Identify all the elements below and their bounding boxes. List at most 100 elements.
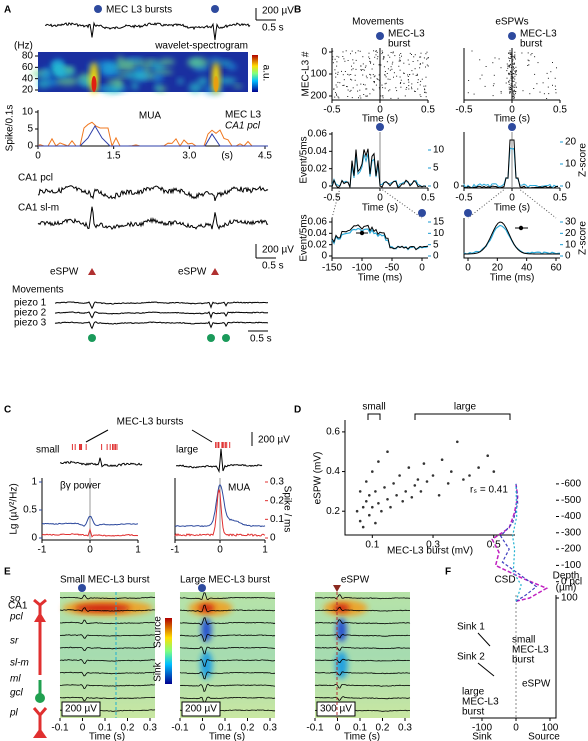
raster-tick (400, 60, 401, 62)
raster-tick (347, 60, 349, 61)
raster-tick (365, 75, 367, 77)
raster-tick (473, 93, 475, 95)
raster-tick (351, 50, 353, 52)
y-tick-label: 5 (433, 239, 439, 250)
raster-tick (376, 51, 378, 53)
raster-tick (334, 96, 336, 98)
scatter-point (450, 470, 453, 473)
label: 200 µV (262, 245, 294, 256)
label: burst (512, 655, 534, 666)
raster-tick (369, 93, 371, 95)
label: Sink 2 (457, 652, 485, 663)
marker (508, 123, 516, 131)
label: Time (ms) (490, 273, 535, 284)
raster-tick (407, 79, 409, 81)
raster-tick (411, 70, 413, 72)
raster-tick (363, 69, 365, 71)
y-tick-label: 80 (22, 51, 34, 62)
raster-tick (513, 77, 515, 79)
raster-tick (337, 96, 339, 98)
label: gcl (10, 688, 24, 699)
raster-tick (509, 79, 511, 81)
x-tick-label: -0.1 (306, 723, 324, 734)
trace (314, 683, 411, 689)
raster-tick (381, 95, 383, 97)
raster-tick (515, 91, 517, 93)
trace (179, 671, 276, 680)
raster-tick (350, 74, 352, 75)
trace (59, 594, 156, 600)
raster-tick (373, 82, 375, 84)
raster-tick (346, 86, 348, 87)
marker (508, 32, 516, 40)
raster-tick (352, 87, 354, 89)
raster-tick (509, 54, 511, 55)
trace (54, 311, 269, 320)
raster-tick (510, 71, 511, 73)
csd-blob (336, 618, 347, 642)
y-tick-label: 200 (310, 91, 327, 102)
raster-tick (360, 69, 362, 71)
raster-tick (507, 67, 509, 69)
y-tick-label: 0.04 (308, 146, 328, 157)
raster-tick (515, 74, 517, 76)
raster-tick (378, 87, 380, 89)
raster-tick (423, 85, 425, 87)
scatter-point (371, 470, 374, 473)
raster-tick (528, 60, 530, 62)
x-tick-label: -0.5 (323, 193, 341, 204)
raster-tick (417, 88, 419, 90)
raster-tick (390, 97, 392, 99)
raster-tick (359, 50, 361, 52)
scatter-point (468, 474, 471, 477)
raster-tick (374, 56, 376, 58)
x-tick-label: 0.3 (263, 723, 277, 734)
raster-tick (510, 54, 512, 56)
y-tick-label: 0 (565, 251, 571, 262)
raster-tick (408, 85, 410, 87)
raster-tick (509, 53, 511, 55)
colorbar (165, 618, 172, 684)
raster-tick (422, 62, 424, 64)
raster-tick (514, 73, 516, 75)
y-tick-label: 0.2 (326, 506, 340, 517)
raster-tick (510, 83, 512, 85)
scatter-point (392, 482, 395, 485)
x-tick-label: -0.5 (455, 105, 473, 116)
raster-tick (393, 76, 394, 78)
label: Large MEC-L3 burst (180, 575, 270, 586)
y-tick-label: 20 (565, 137, 577, 148)
arrow (477, 632, 491, 647)
label: sr (10, 636, 19, 647)
trace (174, 489, 266, 537)
spectrogram-blob (66, 66, 75, 74)
y-tick-label: 0 pcl (561, 576, 582, 587)
raster-tick (400, 86, 402, 88)
y-tick-label: 20 (565, 228, 577, 239)
raster-tick (370, 62, 371, 64)
raster-tick (419, 84, 421, 86)
label: MEC L3 (225, 110, 262, 121)
label: burst (388, 39, 410, 50)
raster-tick (408, 63, 410, 65)
raster-tick (408, 81, 410, 83)
raster-tick (424, 91, 426, 93)
histogram (463, 139, 559, 189)
x-tick-label: 0.3 (143, 723, 157, 734)
raster-tick (511, 80, 513, 82)
raster-tick (417, 82, 419, 83)
raster-tick (398, 60, 400, 62)
scatter-point (416, 478, 420, 481)
raster-tick (337, 73, 339, 75)
raster-tick (510, 87, 512, 89)
raster-tick (414, 91, 416, 92)
raster-tick (513, 96, 515, 98)
y-tick-label: 100 (561, 593, 578, 604)
label: Sink 1 (457, 622, 485, 633)
raster-tick (515, 70, 517, 72)
raster-tick (407, 74, 409, 76)
raster-tick (546, 72, 548, 74)
raster-tick (419, 67, 421, 69)
trace (37, 185, 269, 202)
y-tick-label: 0.02 (308, 163, 328, 174)
